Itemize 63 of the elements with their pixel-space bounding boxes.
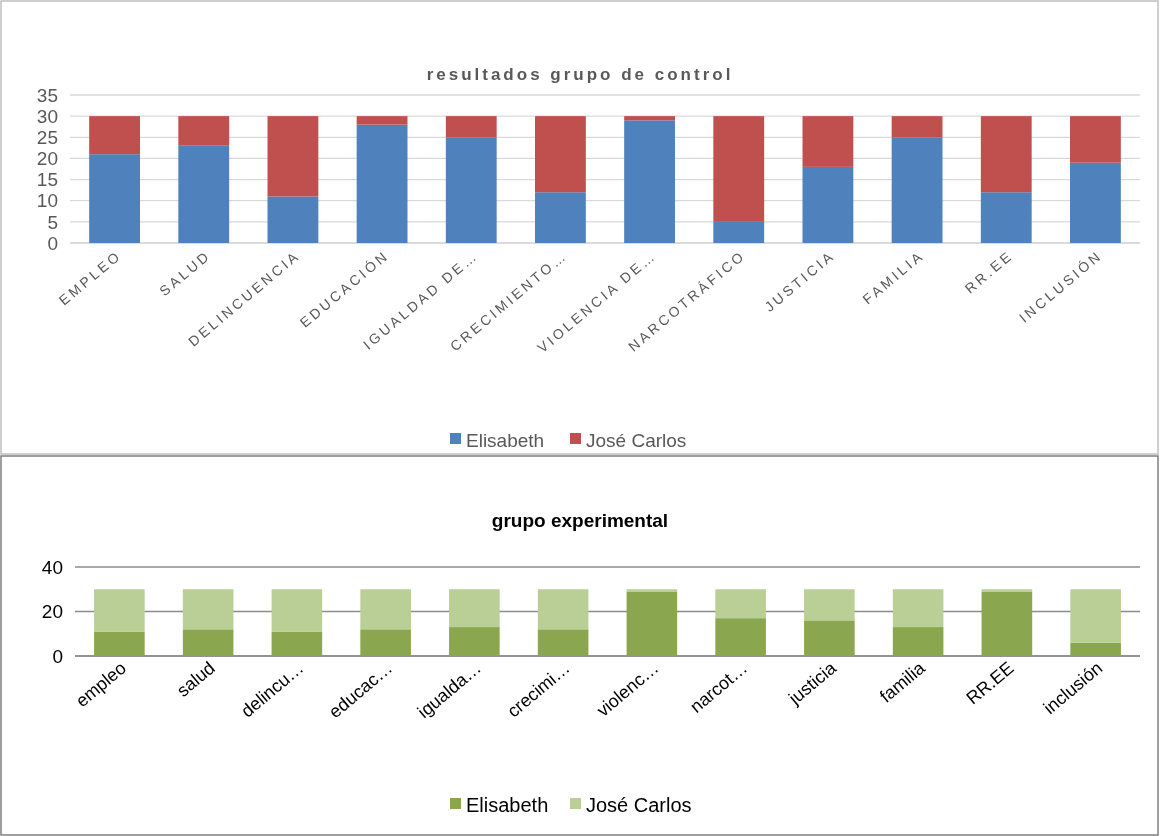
bar	[1070, 116, 1121, 163]
bar	[535, 192, 586, 243]
bar	[980, 192, 1032, 243]
bar	[892, 627, 944, 656]
bar	[981, 591, 1033, 656]
bar	[178, 145, 230, 243]
bar	[271, 631, 323, 656]
bar	[178, 116, 230, 146]
bar	[715, 589, 766, 619]
bar	[624, 120, 675, 243]
bar	[626, 591, 678, 656]
y-tick-label: 20	[36, 148, 58, 170]
bar	[1070, 162, 1121, 243]
bar	[271, 589, 323, 632]
y-tick-label: 0	[52, 645, 63, 667]
bar	[804, 589, 855, 621]
y-tick-label: 5	[47, 211, 58, 233]
bar	[624, 116, 675, 121]
bar	[804, 620, 855, 656]
y-tick-label: 15	[36, 169, 58, 191]
y-tick-label: 30	[36, 105, 58, 127]
bar	[356, 124, 408, 243]
bar	[94, 589, 145, 632]
bar	[360, 589, 411, 630]
y-tick-label: 20	[41, 601, 63, 623]
bar	[892, 589, 944, 628]
bar	[980, 116, 1032, 193]
bar	[356, 116, 408, 125]
y-tick-label: 10	[36, 190, 58, 212]
bar	[1070, 642, 1121, 656]
chart-title: grupo experimental	[491, 510, 669, 531]
bar	[1070, 589, 1121, 643]
chart-title: resultados grupo de control	[426, 65, 734, 84]
bar	[94, 631, 145, 656]
legend-label: José Carlos	[586, 429, 687, 451]
bar	[182, 629, 234, 656]
legend-label: José Carlos	[586, 794, 692, 816]
bar	[449, 627, 500, 656]
bar	[802, 166, 854, 243]
bar	[713, 221, 765, 243]
bar	[267, 116, 319, 197]
bar	[445, 116, 497, 138]
y-tick-label: 25	[36, 126, 58, 148]
bar	[891, 116, 943, 138]
bar	[537, 589, 589, 630]
bar	[535, 116, 586, 193]
legend-label: Elisabeth	[466, 429, 545, 451]
bar	[713, 116, 765, 222]
bar	[715, 618, 766, 656]
bar	[89, 116, 140, 155]
y-tick-label: 0	[47, 232, 58, 254]
bar	[182, 589, 234, 630]
y-tick-label: 40	[41, 556, 63, 578]
bar	[802, 116, 854, 167]
bar	[360, 629, 411, 656]
legend-label: Elisabeth	[466, 794, 549, 816]
bar	[891, 137, 943, 243]
bar	[267, 196, 319, 243]
bar	[449, 589, 500, 628]
y-tick-label: 35	[36, 84, 58, 106]
bar	[537, 629, 589, 656]
bar	[445, 137, 497, 243]
bar	[89, 154, 140, 243]
